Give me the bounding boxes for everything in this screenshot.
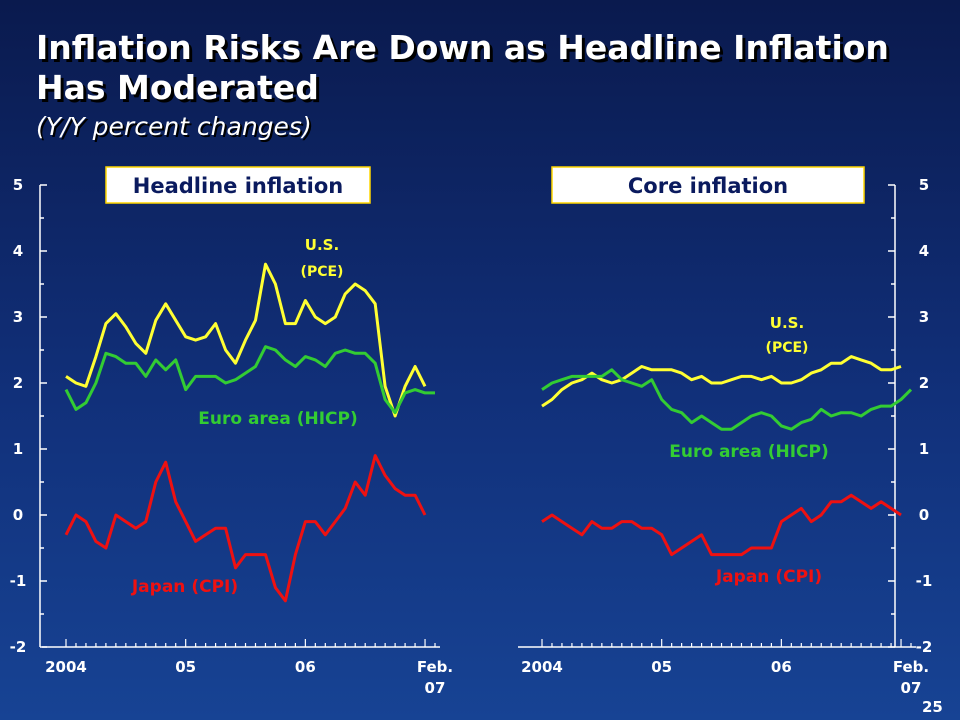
y-tick-label: 4 xyxy=(919,242,929,260)
series-line-japan xyxy=(541,493,902,557)
y-tick-label: -1 xyxy=(10,572,27,590)
panel-title: Headline inflation xyxy=(133,174,343,198)
x-tick-label: Feb. xyxy=(417,658,453,676)
series-sublabel-us: (PCE) xyxy=(766,340,809,356)
y-tick-label: 1 xyxy=(13,440,23,458)
y-tick-label: -2 xyxy=(916,638,933,656)
y-tick-label: 0 xyxy=(13,506,23,524)
headline-inflation-chart: 5 4 3 2 1 0 -1 -2 2004 05 06 Feb. 07 Headline inflati… xyxy=(10,166,453,697)
series-label-japan: Japan (CPI) xyxy=(715,567,822,587)
series-label-japan: Japan (CPI) xyxy=(131,577,238,597)
x-tick-label: 07 xyxy=(901,679,922,697)
series-label-us: U.S. xyxy=(770,314,804,332)
x-tick-label: 07 xyxy=(425,679,446,697)
series-label-us: U.S. xyxy=(305,236,339,254)
x-tick-label: Feb. xyxy=(893,658,929,676)
x-tick-label: 2004 xyxy=(45,658,87,676)
y-tick-label: 3 xyxy=(13,308,23,326)
y-tick-label: 4 xyxy=(13,242,23,260)
series-line-us xyxy=(541,355,902,408)
series-line-japan xyxy=(64,454,427,603)
panel-title-box xyxy=(105,166,371,204)
slide-subtitle: (Y/Y percent changes) xyxy=(36,112,312,141)
x-tick-label: 2004 xyxy=(521,658,563,676)
y-tick-label: 5 xyxy=(13,176,23,194)
y-tick-label: 0 xyxy=(919,506,929,524)
y-tick-label: -2 xyxy=(10,638,27,656)
x-tick-label: 06 xyxy=(771,658,792,676)
x-tick-label: 05 xyxy=(651,658,672,676)
y-tick-label: 1 xyxy=(919,440,929,458)
page-number: 25 xyxy=(922,698,943,716)
panel-title: Core inflation xyxy=(628,174,788,198)
series-label-euro: Euro area (HICP) xyxy=(669,442,829,462)
y-tick-label: 2 xyxy=(919,374,929,392)
series-line-us xyxy=(65,262,427,418)
slide-title: Inflation Risks Are Down as Headline Inf… xyxy=(36,28,889,107)
x-tick-label: 05 xyxy=(175,658,196,676)
y-tick-label: 5 xyxy=(919,176,929,194)
y-tick-label: 2 xyxy=(13,374,23,392)
series-label-euro: Euro area (HICP) xyxy=(198,409,358,429)
y-tick-label: 3 xyxy=(919,308,929,326)
x-tick-label: 06 xyxy=(295,658,316,676)
series-line-euro xyxy=(541,368,913,431)
series-line-euro xyxy=(64,345,435,415)
panel-title-box xyxy=(551,166,865,204)
core-inflation-chart: 5 4 3 2 1 0 -1 -2 2004 05 06 Feb. 07 Core inflation U.… xyxy=(518,166,933,697)
y-tick-label: -1 xyxy=(916,572,933,590)
series-sublabel-us: (PCE) xyxy=(301,264,344,280)
